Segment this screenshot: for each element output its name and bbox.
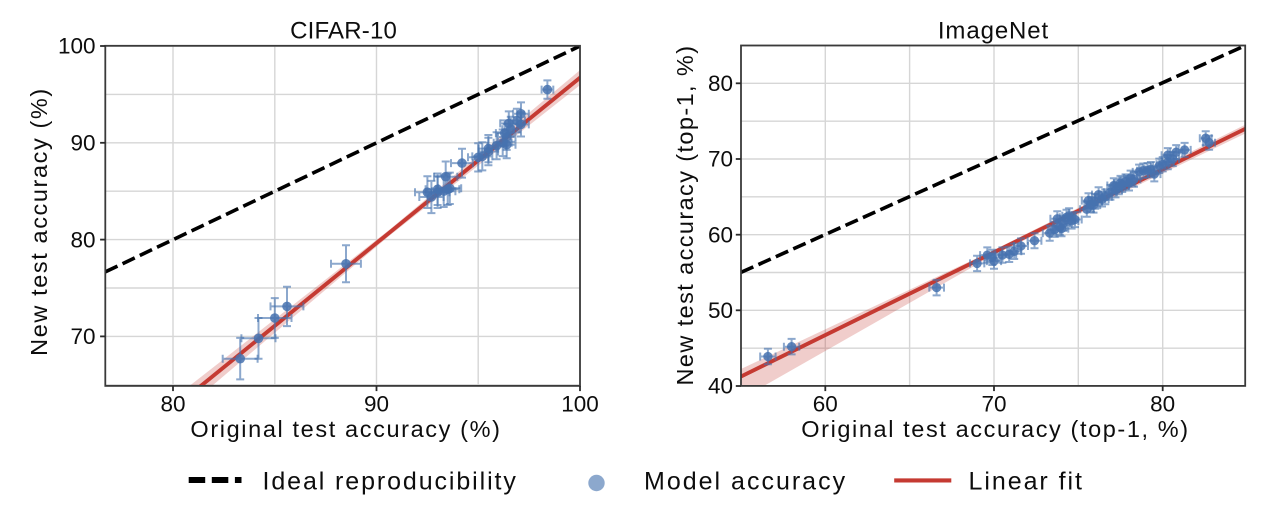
svg-text:70: 70 — [708, 147, 733, 172]
svg-text:80: 80 — [708, 71, 733, 96]
svg-text:70: 70 — [70, 324, 95, 349]
svg-text:90: 90 — [364, 391, 389, 416]
svg-text:100: 100 — [58, 34, 96, 59]
svg-text:50: 50 — [708, 298, 733, 323]
svg-text:Linear fit: Linear fit — [969, 468, 1084, 496]
svg-text:ImageNet: ImageNet — [938, 17, 1049, 44]
svg-text:New test accuracy (top-1, %): New test accuracy (top-1, %) — [672, 45, 698, 386]
svg-text:40: 40 — [708, 374, 733, 399]
svg-text:New test accuracy (%): New test accuracy (%) — [26, 87, 52, 356]
svg-text:Original test accuracy (%): Original test accuracy (%) — [190, 416, 501, 442]
svg-text:100: 100 — [561, 391, 599, 416]
svg-text:60: 60 — [708, 222, 733, 247]
svg-text:80: 80 — [1150, 391, 1175, 416]
svg-text:80: 80 — [70, 227, 95, 252]
svg-text:CIFAR-10: CIFAR-10 — [290, 17, 397, 44]
svg-text:60: 60 — [813, 391, 838, 416]
svg-text:Ideal reproducibility: Ideal reproducibility — [263, 468, 518, 496]
svg-text:Original test accuracy (top-1,: Original test accuracy (top-1, %) — [801, 416, 1189, 442]
svg-text:90: 90 — [70, 131, 95, 156]
svg-text:70: 70 — [981, 391, 1006, 416]
svg-text:Model accuracy: Model accuracy — [644, 468, 847, 496]
svg-text:80: 80 — [160, 391, 185, 416]
